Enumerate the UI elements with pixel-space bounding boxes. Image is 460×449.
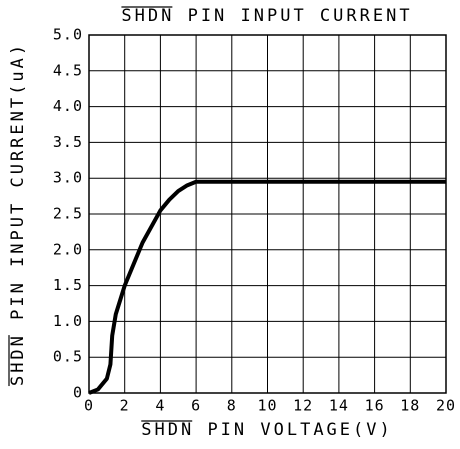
x-tick-label: 12	[293, 397, 313, 415]
x-tick-label: 6	[191, 397, 201, 415]
y-tick-label: 3.0	[53, 169, 83, 187]
y-tick-label: 5.0	[53, 26, 83, 44]
x-tick-label: 4	[155, 397, 165, 415]
series-line	[88, 179, 446, 395]
x-tick-label: 8	[227, 397, 237, 415]
x-tick-label: 2	[120, 397, 130, 415]
y-tick-label: 2.0	[53, 240, 83, 258]
y-tick-label: 1.0	[53, 312, 83, 330]
y-axis-label: SHDN PIN INPUT CURRENT(uA)	[8, 42, 28, 386]
y-tick-label: 2.5	[53, 205, 83, 223]
x-tick-label: 16	[365, 397, 385, 415]
x-tick-label: 20	[436, 397, 456, 415]
y-tick-label: 4.0	[53, 97, 83, 115]
x-tick-label: 14	[329, 397, 349, 415]
x-tick-label: 0	[84, 397, 94, 415]
y-tick-label: 3.5	[53, 133, 83, 151]
x-axis-label: SHDN PIN VOLTAGE(V)	[141, 420, 392, 440]
y-tick-label: 4.5	[53, 61, 83, 79]
y-tick-label: 0.5	[53, 348, 83, 366]
x-tick-label: 18	[400, 397, 420, 415]
chart-title: SHDN PIN INPUT CURRENT	[121, 6, 412, 26]
plot-frame	[88, 34, 447, 394]
y-tick-label: 0	[73, 384, 83, 402]
y-tick-label: 1.5	[53, 276, 83, 294]
x-tick-label: 10	[257, 397, 277, 415]
